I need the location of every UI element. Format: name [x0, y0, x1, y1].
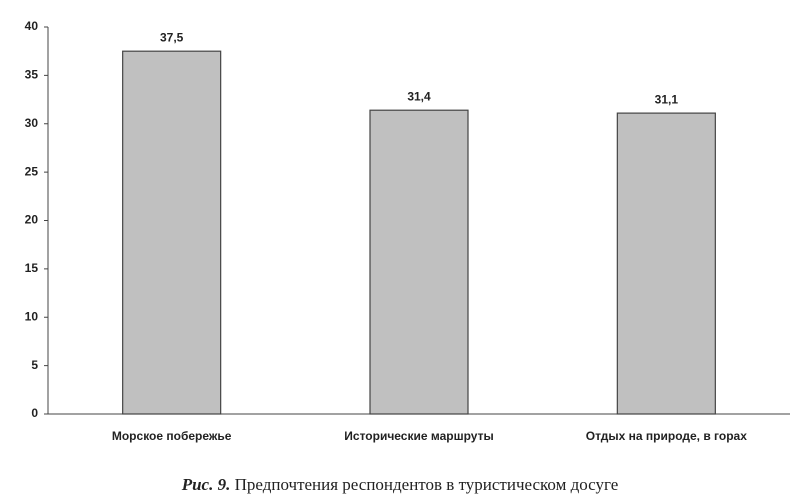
y-tick-label: 25	[25, 164, 39, 178]
x-tick-label: Отдых на природе, в горах	[586, 429, 747, 443]
chart-title: Предпочтения респондентов в туристическо…	[235, 475, 619, 494]
value-label: 31,4	[407, 89, 431, 103]
y-tick-label: 35	[25, 68, 39, 82]
y-tick-label: 40	[25, 19, 39, 33]
x-tick-label: Морское побережье	[112, 429, 232, 443]
y-tick-label: 0	[31, 406, 38, 420]
y-tick-label: 20	[25, 213, 39, 227]
y-tick-label: 10	[25, 309, 39, 323]
bar	[122, 50, 222, 415]
y-tick-label: 5	[31, 358, 38, 372]
y-tick-label: 30	[25, 116, 39, 130]
caption-label: Рис. 9.	[181, 475, 231, 494]
x-tick-label: Исторические маршруты	[344, 429, 493, 443]
caption: Рис. 9. Предпочтения респондентов в тури…	[181, 475, 619, 494]
value-label: 37,5	[160, 30, 184, 44]
y-tick-label: 15	[25, 261, 39, 275]
bar	[369, 109, 469, 415]
bar	[616, 112, 716, 415]
value-label: 31,1	[655, 92, 679, 106]
